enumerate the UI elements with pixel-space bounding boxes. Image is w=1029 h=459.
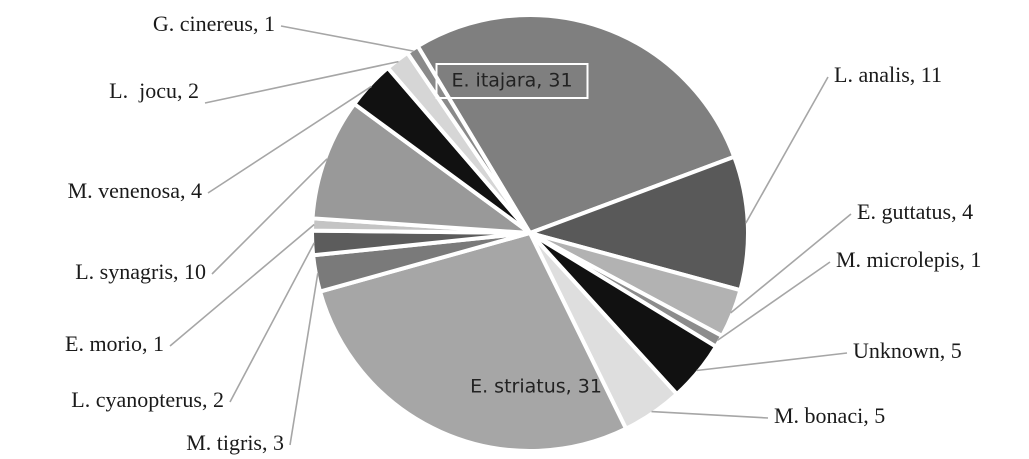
data-label-e-itajara: E. itajara, 31 [451, 70, 572, 92]
leader-line-l-jocu [204, 60, 399, 104]
leader-lines [169, 25, 852, 446]
leader-line-e-morio [169, 223, 315, 347]
pie-slice-l-synagris [310, 101, 532, 235]
leader-line-unknown [696, 352, 848, 372]
pie-slice-g-cinereus [405, 44, 532, 235]
leader-line-e-guttatus [730, 213, 852, 314]
data-label-unknown: Unknown, 5 [853, 338, 962, 363]
leader-line-m-bonaci [651, 410, 769, 419]
data-label-m-bonaci: M. bonaci, 5 [774, 403, 885, 428]
pie-slice-e-striatus [318, 231, 629, 453]
leader-line-l-cyanopterus [229, 242, 315, 403]
label-box-e-itajara [435, 63, 589, 99]
data-label-l-analis: L. analis, 11 [834, 62, 942, 87]
data-label-m-tigris: M. tigris, 3 [186, 430, 284, 455]
pie-slice-e-itajara [415, 13, 737, 235]
data-label-e-morio: E. morio, 1 [65, 331, 164, 356]
leader-line-l-synagris [211, 158, 328, 275]
leader-line-l-analis [745, 76, 829, 224]
data-label-m-microlepis: M. microlepis, 1 [836, 247, 981, 272]
data-label-l-cyanopterus: L. cyanopterus, 2 [71, 387, 224, 412]
leader-line-g-cinereus [280, 25, 414, 52]
slice-labels: E. itajara, 31 L. analis, 11 E. guttatus, … [65, 11, 981, 455]
leader-line-m-venenosa [207, 85, 372, 194]
leader-line-m-tigris [289, 273, 319, 446]
pie-slices [310, 13, 750, 453]
leader-line-m-microlepis [716, 261, 831, 342]
data-label-e-striatus: E. striatus, 31 [470, 376, 602, 398]
data-label-g-cinereus: G. cinereus, 1 [153, 11, 275, 36]
data-label-e-guttatus: E. guttatus, 4 [857, 199, 973, 224]
data-label-l-jocu: L. jocu, 2 [109, 78, 199, 103]
data-label-l-synagris: L. synagris, 10 [75, 259, 206, 284]
pie-slice-l-analis [528, 154, 750, 293]
data-label-m-venenosa: M. venenosa, 4 [68, 178, 202, 203]
